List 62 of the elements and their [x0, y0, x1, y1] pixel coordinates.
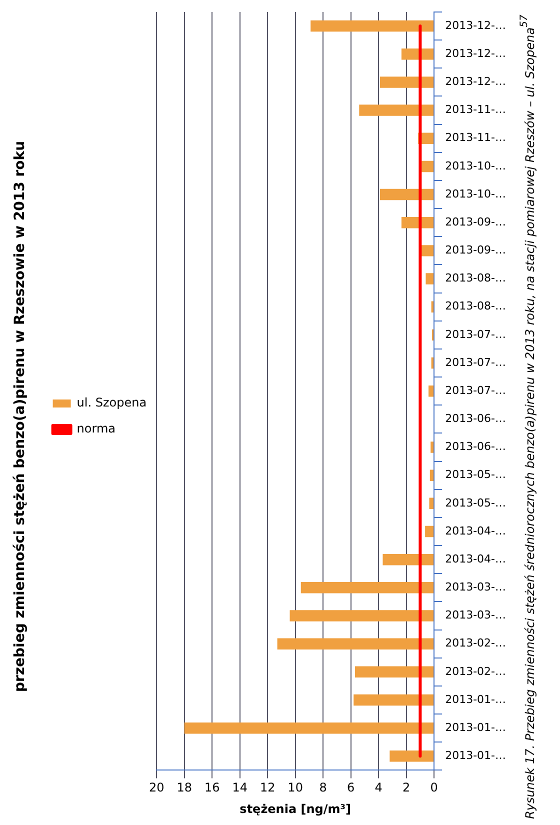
- y-tick-label: 2013-01-…: [445, 692, 506, 706]
- x-tick-label: 20: [148, 780, 164, 795]
- bar: [428, 385, 434, 397]
- bar: [426, 273, 434, 284]
- y-tick-label: 2013-08-…: [445, 300, 506, 313]
- x-tick-label: 8: [319, 780, 327, 795]
- y-tick-label: 2013-01-…: [445, 720, 506, 734]
- bar: [430, 470, 434, 481]
- y-tick-label: 2013-12-…: [445, 18, 506, 32]
- x-tick-label: 18: [176, 780, 192, 795]
- x-axis-title: stężenia [ng/m³]: [240, 802, 351, 816]
- bar: [354, 694, 434, 706]
- y-tick-label: 2013-04-…: [445, 524, 506, 538]
- y-tick-label: 2013-01-…: [445, 749, 506, 762]
- y-tick-label: 2013-10-…: [445, 159, 506, 172]
- y-tick-label: 2013-10-…: [445, 187, 506, 200]
- bar: [422, 160, 434, 172]
- y-tick-label: 2013-05-…: [445, 468, 506, 482]
- bar: [382, 554, 434, 566]
- bar: [390, 750, 434, 762]
- y-tick-label: 2013-07-…: [445, 328, 506, 341]
- bar: [380, 76, 434, 88]
- bar: [425, 526, 434, 538]
- bar: [380, 188, 434, 200]
- bar: [429, 498, 434, 510]
- y-tick-label: 2013-07-…: [445, 384, 506, 397]
- bar: [300, 582, 434, 594]
- y-tick-label: 2013-12-…: [445, 75, 506, 88]
- y-tick-label: 2013-06-…: [445, 412, 506, 426]
- x-tick-label: 10: [288, 780, 303, 795]
- y-tick-label: 2013-12-…: [445, 46, 506, 60]
- legend-label: norma: [76, 422, 116, 436]
- y-tick-label: 2013-11-…: [445, 131, 506, 144]
- x-tick-label: 6: [347, 780, 355, 795]
- y-tick-label: 2013-05-…: [445, 496, 506, 510]
- y-tick-label: 2013-08-…: [445, 272, 506, 285]
- y-tick-label: 2013-11-…: [445, 103, 506, 116]
- y-tick-label: 2013-03-…: [445, 580, 506, 594]
- bar: [359, 104, 434, 116]
- bar: [184, 722, 434, 734]
- y-tick-label: 2013-06-…: [445, 440, 506, 454]
- text: przebieg zmienności stężeń benzo(a)pirenu w Rzeszowie w 2013 roku: [12, 140, 28, 692]
- x-tick-label: 2: [402, 780, 410, 795]
- legend-label: ul. Szopena: [76, 396, 147, 410]
- y-tick-label: 2013-04-…: [445, 552, 506, 566]
- y-tick-label: 2013-02-…: [445, 664, 506, 678]
- bar: [277, 638, 434, 650]
- x-tick-label: 14: [232, 780, 248, 795]
- y-tick-label: 2013-02-…: [445, 636, 506, 650]
- x-tick-label: 16: [204, 780, 220, 795]
- y-tick-label: 2013-07-…: [445, 356, 506, 369]
- x-tick-label: 12: [260, 780, 276, 795]
- bar: [354, 666, 434, 678]
- x-tick-label: 0: [430, 780, 438, 795]
- y-tick-label: 2013-09-…: [445, 244, 506, 257]
- bar: [290, 610, 434, 622]
- x-tick-label: 4: [374, 780, 382, 795]
- bar: [430, 442, 434, 453]
- y-tick-label: 2013-03-…: [445, 608, 506, 622]
- y-tick-label: 2013-09-…: [445, 215, 506, 228]
- bar: [310, 20, 434, 32]
- bar: [431, 301, 434, 312]
